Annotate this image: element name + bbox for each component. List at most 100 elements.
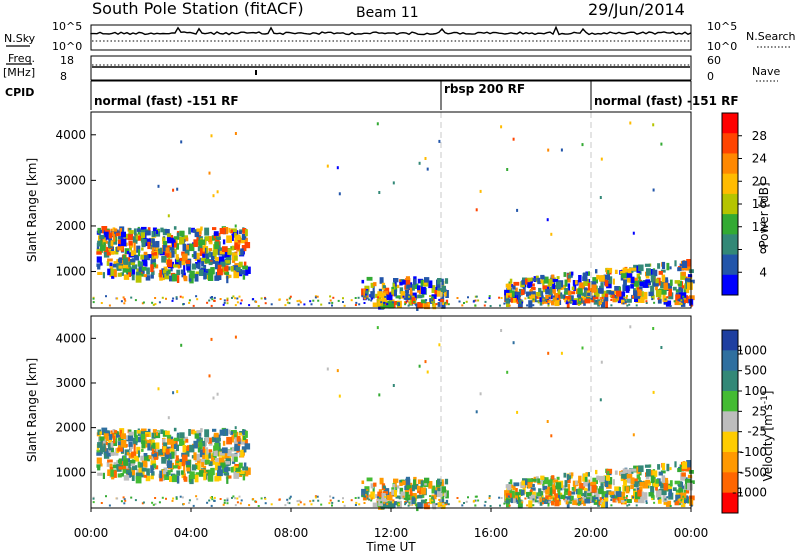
colorbar-tick-label: 16 [752,197,767,211]
echo-cell [432,298,435,301]
echo-cell [509,490,515,498]
echo-cell [508,288,512,296]
echo-cell [548,300,551,304]
echo-cell [593,295,596,298]
echo-cell [171,439,176,445]
echo-cell [690,504,693,507]
echo-cell [680,299,686,307]
echo-cell [582,476,586,482]
echo-cell [123,258,129,265]
echo-cell [164,451,170,459]
echo-cell [134,239,138,244]
cpid-segment-3: normal (fast) -151 RF [594,94,739,108]
echo-cell [342,297,344,300]
echo-cell [505,499,510,504]
echo-cell [659,488,665,494]
echo-cell [162,228,167,236]
echo-cell [103,231,109,240]
echo-cell [227,274,232,278]
echo-cell [370,299,373,302]
echo-cell [140,254,146,260]
echo-cell [681,466,687,472]
echo-cell [554,498,560,507]
echo-cell [540,476,543,484]
echo-cell [678,503,681,506]
echo-cell [141,433,146,440]
echo-cell [439,298,444,303]
echo-cell [328,302,331,305]
echo-cell [537,478,541,484]
echo-cell [141,502,144,505]
echo-cell [117,240,123,244]
echo-cell [108,304,111,307]
echo-cell [652,390,655,394]
echo-cell [370,491,375,499]
echo-cell [116,497,119,500]
echo-cell [612,298,617,303]
echo-cell [421,493,425,498]
echo-cell [506,292,512,298]
echo-cell [336,369,339,373]
echo-cell [184,448,190,457]
echo-cell [500,297,503,299]
echo-cell [185,237,189,242]
echo-cell [421,293,425,298]
echo-cell [216,236,221,240]
echo-cell [161,496,164,499]
echo-cell [165,448,170,455]
echo-cell [168,254,170,261]
echo-cell [208,374,211,378]
echo-cell [547,503,550,505]
echo-cell [507,283,512,290]
echo-cell [194,231,200,238]
echo-cell [376,499,379,502]
echo-cell [545,489,550,495]
echo-cell [591,284,597,293]
echo-cell [622,267,628,274]
echo-cell [527,296,530,299]
echo-cell [363,288,366,297]
echo-cell [236,234,241,241]
echo-cell [152,241,156,248]
echo-cell [377,291,383,299]
echo-cell [135,472,141,479]
echo-cell [587,271,590,276]
echo-cell [417,302,423,309]
echo-cell [595,469,598,475]
echo-cell [445,503,448,506]
echo-cell [219,498,222,500]
echo-cell [179,237,185,245]
echo-cell [531,294,536,300]
echo-cell [590,495,593,501]
echo-cell [399,287,404,294]
echo-cell [175,297,178,300]
echo-cell [248,504,251,507]
echo-cell [378,191,381,194]
echo-cell [526,478,533,482]
echo-cell [379,277,384,284]
echo-cell [407,504,410,507]
echo-cell [585,271,590,276]
echo-cell [632,231,635,235]
echo-cell [151,255,155,260]
colorbar-swatch [722,492,738,514]
echo-cell [563,491,569,496]
echo-cell [567,290,572,296]
echo-cell [441,303,446,309]
echo-cell [236,501,239,504]
nsearch-tick-bottom: 10^0 [707,40,737,53]
echo-cell [474,304,477,307]
echo-cell [592,477,598,484]
echo-cell [231,233,234,241]
echo-cell [605,300,608,308]
echo-cell [465,500,468,503]
echo-cell [141,460,148,467]
echo-cell [314,296,317,299]
echo-cell [278,498,281,501]
echo-cell [357,296,360,299]
echo-cell [182,503,185,505]
echo-cell [197,262,201,270]
echo-cell [582,493,587,501]
echo-cell [103,433,109,442]
echo-cell [546,218,549,222]
